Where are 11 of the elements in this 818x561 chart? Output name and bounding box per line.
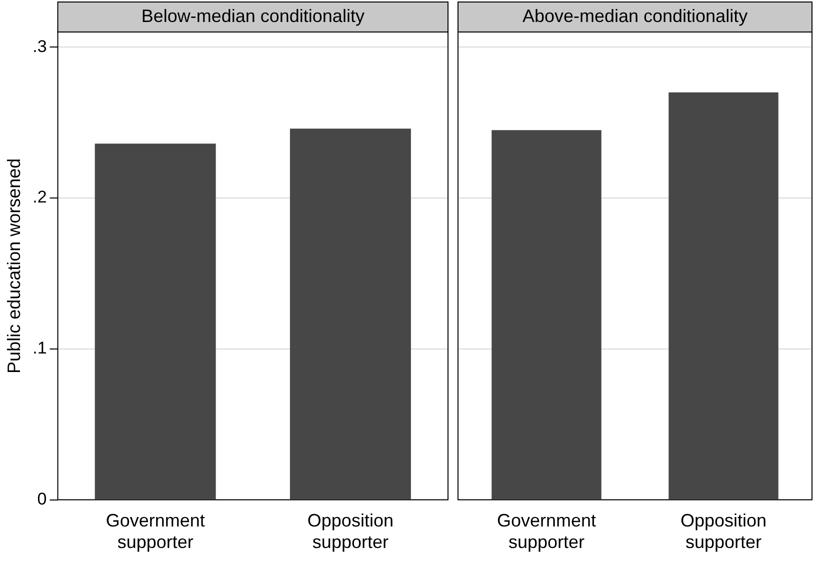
x-tick-label: Government supporter [496, 510, 596, 552]
y-tick-label: .3 [32, 36, 47, 56]
x-tick-label: Government supporter [106, 510, 205, 552]
chart-title: Below-median conditionality [141, 6, 364, 26]
y-axis-title: Public education worsened [4, 158, 24, 374]
y-tick-label: 0 [37, 489, 47, 508]
y-tick-label: .1 [32, 338, 47, 358]
chart-title: Above-median conditionality [522, 6, 748, 26]
x-tick-label: Opposition supporter [680, 510, 767, 552]
x-tick-label: Opposition supporter [307, 510, 394, 552]
y-tick-label: .2 [32, 188, 47, 207]
